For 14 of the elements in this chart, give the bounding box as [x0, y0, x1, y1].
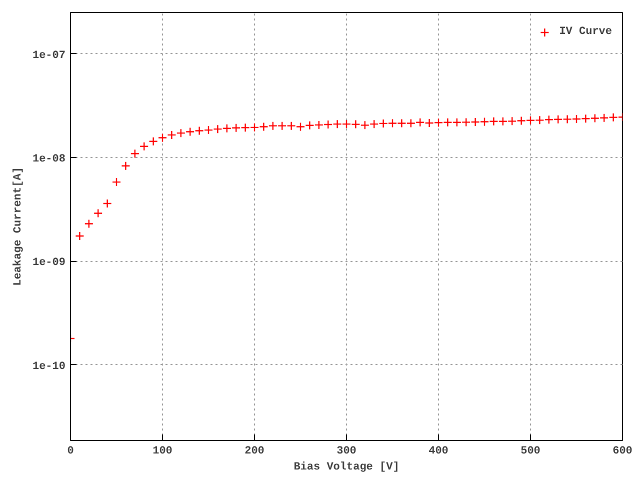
x-tick-label: 0 — [67, 446, 74, 458]
x-tick-label: 500 — [520, 446, 540, 458]
x-tick-label: 600 — [612, 446, 632, 458]
x-tick-label: 300 — [336, 446, 356, 458]
x-tick-label: 200 — [244, 446, 264, 458]
y-tick-label: 1e-07 — [32, 50, 66, 62]
y-axis-title: Leakage Current[A] — [12, 167, 24, 286]
x-tick-label: 400 — [428, 446, 448, 458]
x-tick-label: 100 — [152, 446, 172, 458]
y-tick-label: 1e-09 — [32, 257, 66, 270]
y-tick-label: 1e-08 — [32, 154, 66, 166]
legend-label: IV Curve — [559, 26, 612, 38]
y-tick-label: 1e-10 — [32, 360, 66, 373]
x-axis-title: Bias Voltage [V] — [294, 462, 400, 474]
